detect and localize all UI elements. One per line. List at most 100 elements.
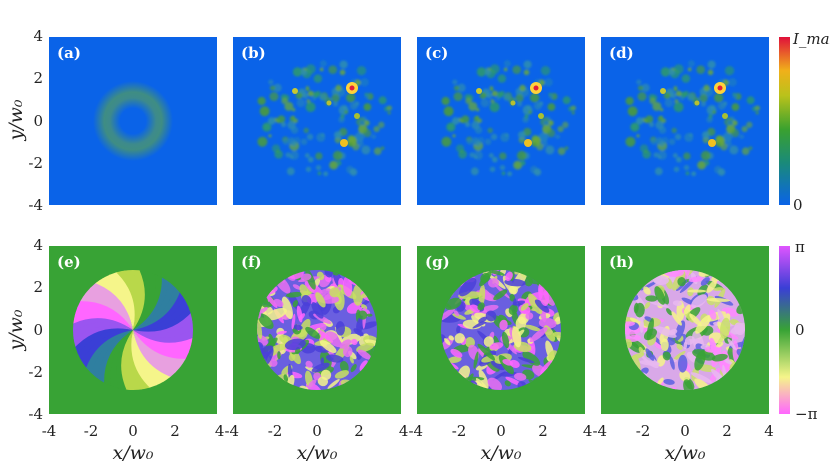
speckle (273, 83, 282, 92)
speckle (480, 98, 490, 108)
speckle (359, 120, 366, 126)
speckle (516, 150, 527, 161)
phase-blob (493, 289, 508, 301)
speckle (717, 102, 726, 111)
speckle (519, 84, 526, 92)
speckle (304, 153, 310, 158)
x-tick: 4-4 (399, 422, 423, 440)
speckle (654, 167, 663, 176)
speckle (668, 69, 675, 76)
phase-wedge (133, 294, 193, 333)
panel-d: (d) (601, 37, 769, 205)
phase-blob (257, 313, 274, 329)
speckle (731, 120, 738, 126)
speckle (371, 134, 377, 140)
y-axis-label-bottom: y/w₀ (5, 309, 27, 351)
phase-blob (654, 286, 666, 305)
speckle (307, 156, 314, 163)
phase-blob (639, 360, 660, 366)
phase-blob (524, 324, 541, 332)
phase-blob (292, 284, 301, 290)
speckle (354, 132, 365, 143)
speckle (507, 171, 513, 177)
speckle (268, 79, 274, 85)
phase-blob (325, 354, 344, 363)
phase-blob (311, 302, 324, 319)
x-tick: -2 (636, 422, 651, 440)
speckle (687, 67, 692, 72)
speckle (637, 85, 644, 91)
phase-blob (487, 377, 503, 390)
phase-blob (520, 303, 529, 311)
speckle-pattern (625, 60, 761, 177)
speckle (708, 114, 713, 119)
speckle-pattern (257, 60, 393, 177)
speckle (305, 85, 310, 90)
phase-blob (719, 317, 731, 339)
x-tick: 4 (764, 422, 774, 440)
speckle (455, 144, 465, 153)
panel-label: (c) (425, 44, 448, 62)
speckle (710, 105, 715, 110)
speckle (490, 99, 495, 104)
speckle (488, 153, 494, 158)
speckle (725, 140, 732, 147)
speckle (541, 140, 548, 147)
speckle (501, 171, 506, 176)
x-tick: -2 (452, 422, 467, 440)
panel-background (233, 37, 401, 205)
speckle (452, 79, 458, 85)
phase-blob (514, 372, 527, 381)
speckle (457, 83, 466, 92)
phase-blob (683, 379, 693, 390)
ring-beam (93, 81, 173, 161)
phase-blob (334, 370, 349, 379)
phase-blob (490, 360, 505, 371)
phase-blob (319, 340, 337, 353)
phase-blob (305, 360, 313, 368)
phase-blob (257, 317, 263, 340)
speckle (681, 91, 688, 98)
speckle (660, 108, 664, 112)
phase-blob (483, 336, 494, 347)
speckle (625, 96, 634, 106)
bright-speckle (326, 100, 332, 106)
speckle (348, 142, 353, 147)
phase-wedge (133, 270, 151, 330)
speckle (373, 147, 382, 156)
bright-speckle (524, 139, 532, 147)
phase-wedge (123, 270, 146, 330)
phase-blob (265, 307, 287, 321)
phase-blob (351, 338, 358, 346)
phase-wedge (73, 312, 133, 330)
speckle (689, 133, 693, 137)
speckle (349, 168, 358, 176)
phase-blob (669, 356, 675, 370)
phase-blob (667, 338, 676, 346)
bright-speckle (694, 100, 700, 106)
phase-blob (509, 359, 520, 368)
phase-blob (284, 338, 306, 351)
phase-colorbar-mid-label: 0 (795, 321, 805, 339)
panel-c: (c) (417, 37, 585, 205)
phase-wedge (73, 327, 133, 366)
phase-blob (679, 370, 691, 382)
phase-blob (311, 362, 330, 373)
phase-wedge (115, 330, 133, 390)
y-tick: 4 (33, 236, 43, 254)
intensity-colorbar (779, 37, 790, 205)
phase-blob (715, 341, 724, 348)
phase-blob (663, 379, 675, 385)
speckle (538, 132, 549, 143)
speckle (471, 121, 480, 130)
phase-blob (350, 364, 357, 373)
bright-speckle (292, 88, 298, 94)
phase-blob (479, 271, 492, 287)
phase-wedge (73, 321, 133, 349)
speckle (490, 133, 498, 141)
speckle (484, 69, 491, 76)
phase-blob (522, 351, 541, 366)
speckle (533, 168, 542, 176)
speckle (712, 110, 717, 115)
